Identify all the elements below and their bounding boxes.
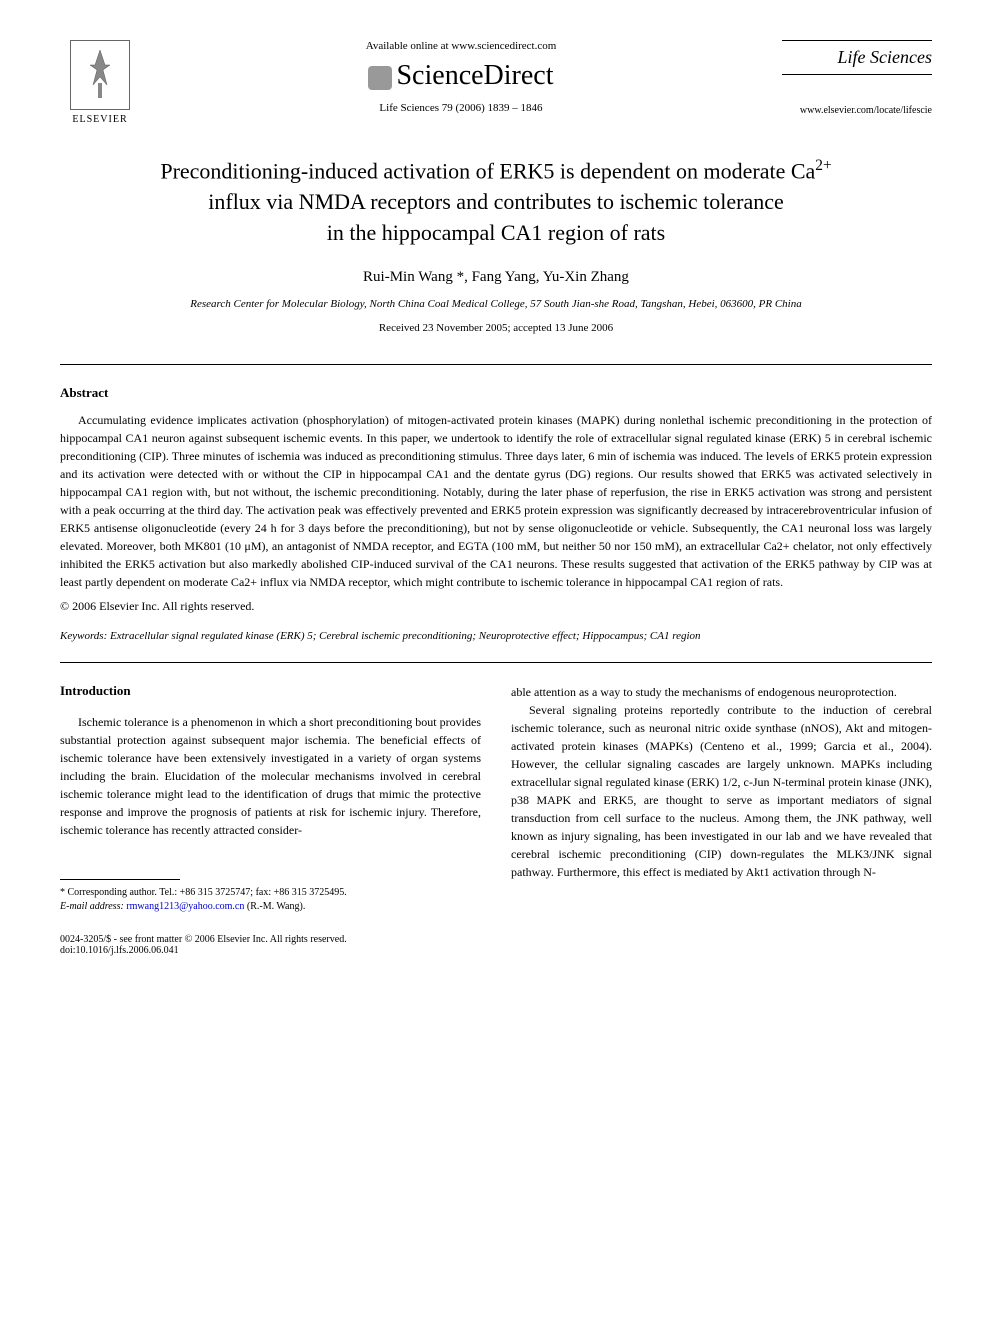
sd-icon — [368, 66, 392, 90]
intro-paragraph-1-cont: able attention as a way to study the mec… — [511, 683, 932, 701]
footer-doi: doi:10.1016/j.lfs.2006.06.041 — [60, 945, 481, 956]
right-column: able attention as a way to study the mec… — [511, 683, 932, 956]
available-online-text: Available online at www.sciencedirect.co… — [140, 40, 782, 52]
citation-text: Life Sciences 79 (2006) 1839 – 1846 — [140, 102, 782, 114]
footnote-divider — [60, 879, 180, 880]
abstract-text: Accumulating evidence implicates activat… — [60, 411, 932, 591]
journal-box: Life Sciences www.elsevier.com/locate/li… — [782, 40, 932, 116]
intro-paragraph-1: Ischemic tolerance is a phenomenon in wh… — [60, 713, 481, 839]
journal-name: Life Sciences — [782, 40, 932, 75]
dates: Received 23 November 2005; accepted 13 J… — [60, 322, 932, 334]
journal-url: www.elsevier.com/locate/lifescie — [782, 105, 932, 116]
intro-paragraph-2: Several signaling proteins reportedly co… — [511, 701, 932, 881]
keywords: Keywords: Extracellular signal regulated… — [60, 630, 932, 642]
corresponding-author-footnote: * Corresponding author. Tel.: +86 315 37… — [60, 886, 481, 914]
footer-copyright: 0024-3205/$ - see front matter © 2006 El… — [60, 934, 481, 945]
corresponding-text: * Corresponding author. Tel.: +86 315 37… — [60, 886, 481, 900]
page-footer: 0024-3205/$ - see front matter © 2006 El… — [60, 934, 481, 956]
elsevier-logo: ELSEVIER — [60, 40, 140, 125]
email-label: E-mail address: — [60, 901, 124, 912]
left-column: Introduction Ischemic tolerance is a phe… — [60, 683, 481, 956]
sciencedirect-text: ScienceDirect — [396, 60, 553, 91]
divider-top — [60, 364, 932, 365]
introduction-heading: Introduction — [60, 683, 481, 699]
email-address[interactable]: rmwang1213@yahoo.com.cn — [126, 901, 244, 912]
keywords-label: Keywords: — [60, 630, 107, 642]
email-author: (R.-M. Wang). — [247, 901, 305, 912]
email-line: E-mail address: rmwang1213@yahoo.com.cn … — [60, 900, 481, 914]
article-title: Preconditioning-induced activation of ER… — [100, 155, 892, 249]
sciencedirect-logo: ScienceDirect — [140, 60, 782, 92]
abstract-copyright: © 2006 Elsevier Inc. All rights reserved… — [60, 599, 932, 614]
center-header: Available online at www.sciencedirect.co… — [140, 40, 782, 114]
keywords-text: Extracellular signal regulated kinase (E… — [110, 630, 701, 642]
page-header: ELSEVIER Available online at www.science… — [60, 40, 932, 125]
abstract-heading: Abstract — [60, 385, 932, 401]
elsevier-tree-icon — [70, 40, 130, 110]
affiliation: Research Center for Molecular Biology, N… — [60, 298, 932, 310]
authors: Rui-Min Wang *, Fang Yang, Yu-Xin Zhang — [60, 269, 932, 286]
two-column-body: Introduction Ischemic tolerance is a phe… — [60, 683, 932, 956]
elsevier-label: ELSEVIER — [72, 114, 127, 125]
divider-bottom — [60, 662, 932, 663]
